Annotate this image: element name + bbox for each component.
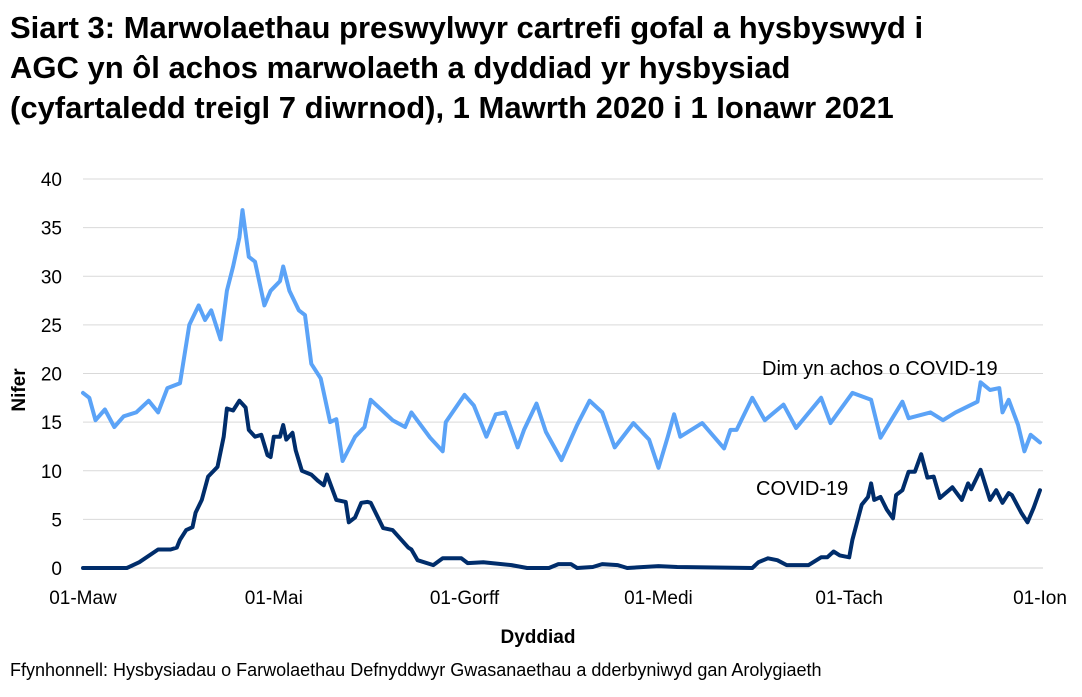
source-note: Ffynhonnell: Hysbysiadau o Farwolaethau … [10, 660, 822, 680]
chart-title-line: AGC yn ôl achos marwolaeth a dyddiad yr … [10, 50, 791, 85]
series-label-covid: COVID-19 [756, 478, 848, 500]
x-tick-label: 01-Gorff [430, 588, 500, 609]
gridlines [83, 178, 1043, 569]
y-axis-label: Nifer [9, 368, 30, 412]
y-tick-label: 5 [51, 510, 62, 531]
series-line-covid [81, 398, 1042, 570]
y-tick-label: 15 [41, 413, 62, 434]
x-tick-label: 01-Maw [49, 588, 117, 609]
x-axis-label: Dyddiad [501, 627, 576, 648]
y-tick-label: 35 [41, 219, 62, 240]
y-tick-label: 20 [41, 365, 62, 386]
y-tick-label: 25 [41, 316, 62, 337]
y-tick-label: 10 [41, 462, 62, 483]
chart-title: Siart 3: Marwolaethau preswylwyr cartref… [10, 8, 1080, 128]
x-tick-label: 01-Ion [1013, 588, 1067, 609]
x-tick-label: 01-Mai [245, 588, 303, 609]
y-axis-ticks: 0 5 10 15 20 25 30 35 40 [41, 170, 62, 580]
x-tick-label: 01-Tach [815, 588, 883, 609]
series-label-non-covid: Dim yn achos o COVID-19 [762, 358, 998, 380]
series-lines [81, 208, 1042, 570]
series-line-non-covid [81, 208, 1042, 470]
y-tick-label: 30 [41, 267, 62, 288]
y-tick-label: 0 [51, 559, 62, 580]
chart-title-line: Siart 3: Marwolaethau preswylwyr cartref… [10, 10, 924, 45]
chart-title-line: (cyfartaledd treigl 7 diwrnod), 1 Mawrth… [10, 90, 894, 125]
x-axis-ticks: 01-Maw 01-Mai 01-Gorff 01-Medi 01-Tach 01-Ion [49, 588, 1067, 609]
y-tick-label: 40 [41, 170, 62, 191]
x-tick-label: 01-Medi [624, 588, 693, 609]
